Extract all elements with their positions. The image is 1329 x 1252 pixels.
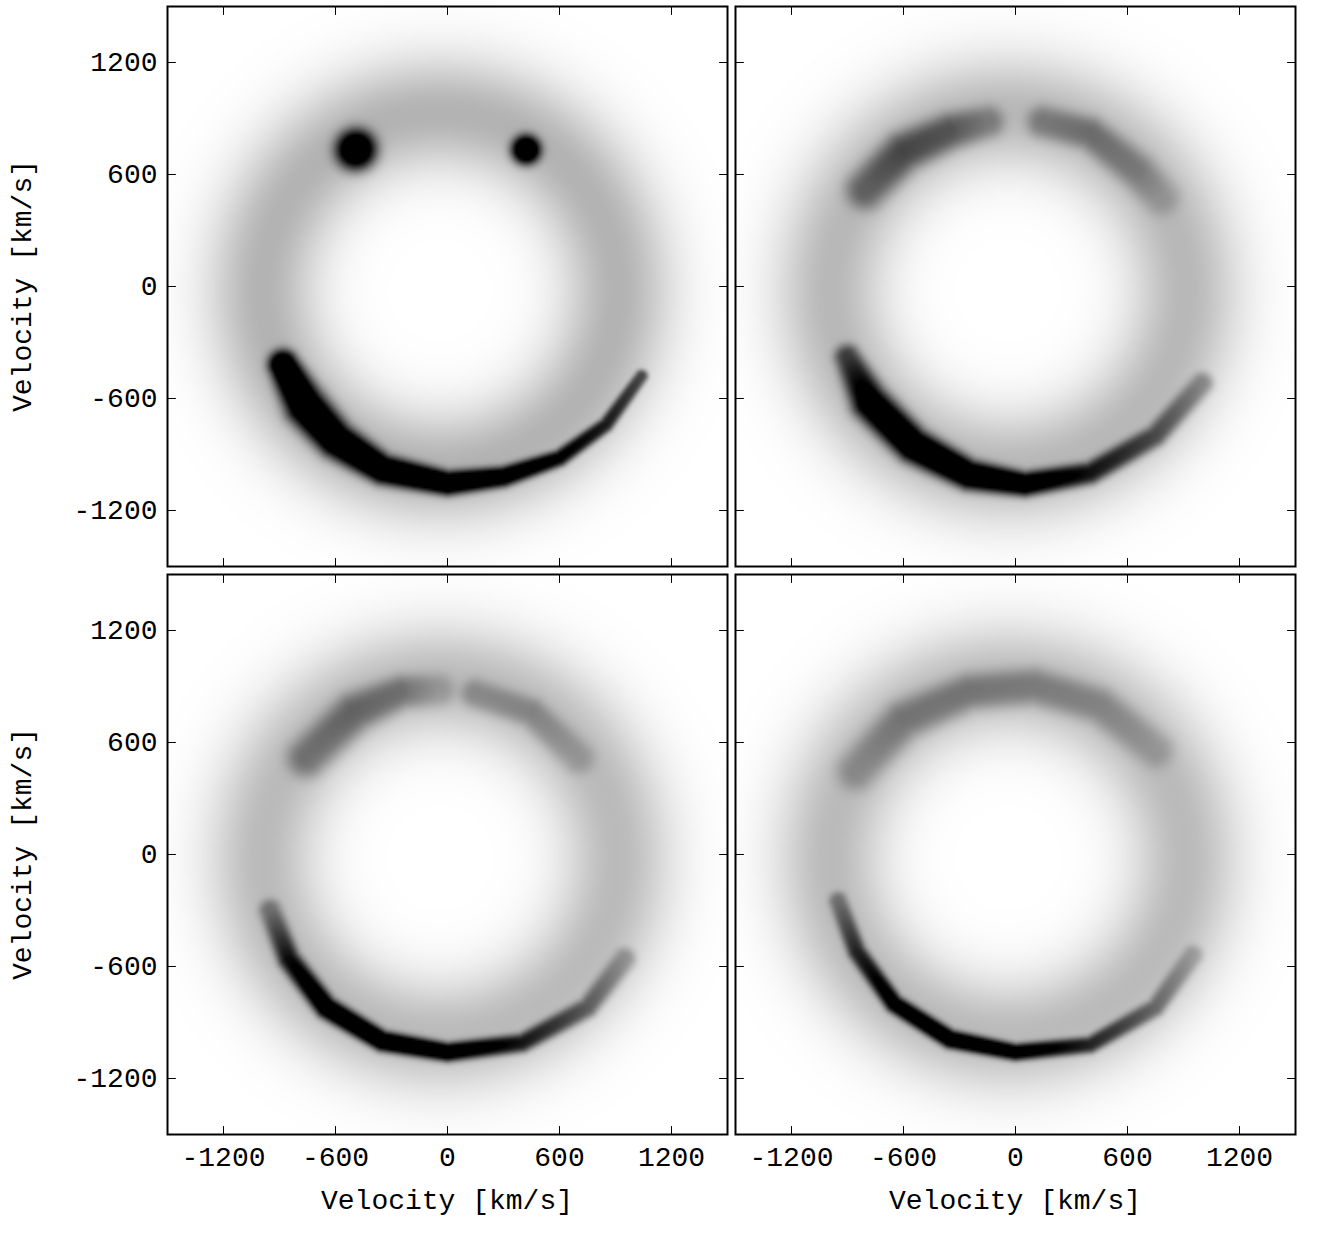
svg-text:-1200: -1200: [181, 1143, 265, 1174]
html-text:Velocity [km/s]: Velocity [km/s]: [889, 1186, 1141, 1217]
svg-text:-1200: -1200: [749, 1143, 833, 1174]
svg-text:1200: 1200: [90, 616, 157, 647]
html-text:Velocity [km/s]: Velocity [km/s]: [8, 160, 39, 412]
svg-text:600: 600: [107, 160, 157, 191]
svg-text:-1200: -1200: [73, 1064, 157, 1095]
svg-text:600: 600: [107, 728, 157, 759]
svg-text:600: 600: [534, 1143, 584, 1174]
svg-text:0: 0: [141, 272, 158, 303]
svg-text:0: 0: [1007, 1143, 1024, 1174]
svg-text:0: 0: [141, 840, 158, 871]
html-text:Velocity [km/s]: Velocity [km/s]: [8, 728, 39, 980]
svg-text:-600: -600: [302, 1143, 369, 1174]
svg-text:1200: 1200: [90, 48, 157, 79]
svg-text:-600: -600: [870, 1143, 937, 1174]
svg-text:600: 600: [1102, 1143, 1152, 1174]
svg-text:0: 0: [439, 1143, 456, 1174]
svg-text:1200: 1200: [1206, 1143, 1273, 1174]
svg-text:-600: -600: [90, 952, 157, 983]
svg-text:-1200: -1200: [73, 496, 157, 527]
svg-text:-600: -600: [90, 384, 157, 415]
svg-text:1200: 1200: [638, 1143, 705, 1174]
html-text:Velocity [km/s]: Velocity [km/s]: [321, 1186, 573, 1217]
